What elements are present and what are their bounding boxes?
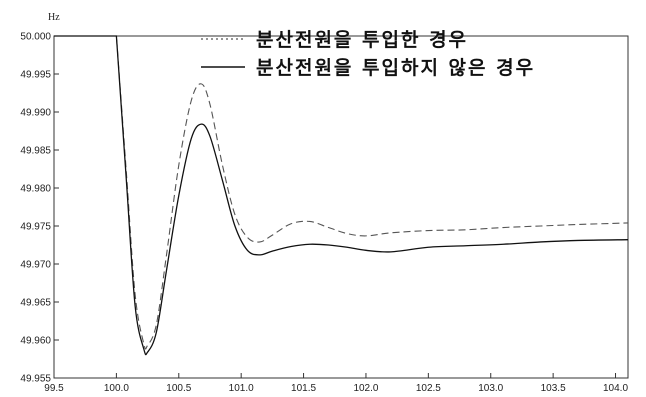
x-axis: 99.5 100.0 100.5 101.0 101.5 102.0 102.5 103.0 1… [44, 373, 628, 394]
y-tick-label: 49.980 [20, 184, 51, 195]
x-tick-label: 103.5 [541, 383, 566, 394]
plot-area-frame [53, 35, 629, 379]
y-tick-label: 49.960 [20, 336, 51, 347]
series-line-1 [54, 35, 629, 356]
legend: 분산전원을 투입한 경우 분산전원을 투입하지 않은 경우 [201, 29, 535, 79]
y-tick-label: 49.955 [20, 374, 51, 385]
y-axis: 49.955 49.960 49.965 49.970 49.975 49.980 49.9… [20, 32, 59, 385]
y-tick-label: 50.000 [20, 32, 51, 43]
series-line-0 [54, 35, 629, 350]
legend-label-with-dg: 분산전원을 투입한 경우 [256, 29, 468, 51]
x-tick-label: 100.5 [166, 383, 191, 394]
y-tick-label: 49.985 [20, 146, 51, 157]
legend-label-without-dg: 분산전원을 투입하지 않은 경우 [256, 57, 535, 79]
x-tick-label: 101.5 [291, 383, 316, 394]
y-axis-unit-label: Hz [48, 12, 60, 23]
series-layer [54, 35, 629, 356]
y-tick-label: 49.995 [20, 70, 51, 81]
y-tick-label: 49.970 [20, 260, 51, 271]
y-tick-label: 49.975 [20, 222, 51, 233]
y-tick-label: 49.990 [20, 108, 51, 119]
x-tick-label: 100.0 [104, 383, 129, 394]
x-tick-label: 104.0 [603, 383, 628, 394]
y-tick-label: 49.965 [20, 298, 51, 309]
x-tick-label: 101.0 [229, 383, 254, 394]
x-tick-label: 103.0 [478, 383, 503, 394]
x-tick-label: 102.0 [353, 383, 378, 394]
x-tick-label: 102.5 [416, 383, 441, 394]
x-tick-label: 99.5 [44, 383, 64, 394]
